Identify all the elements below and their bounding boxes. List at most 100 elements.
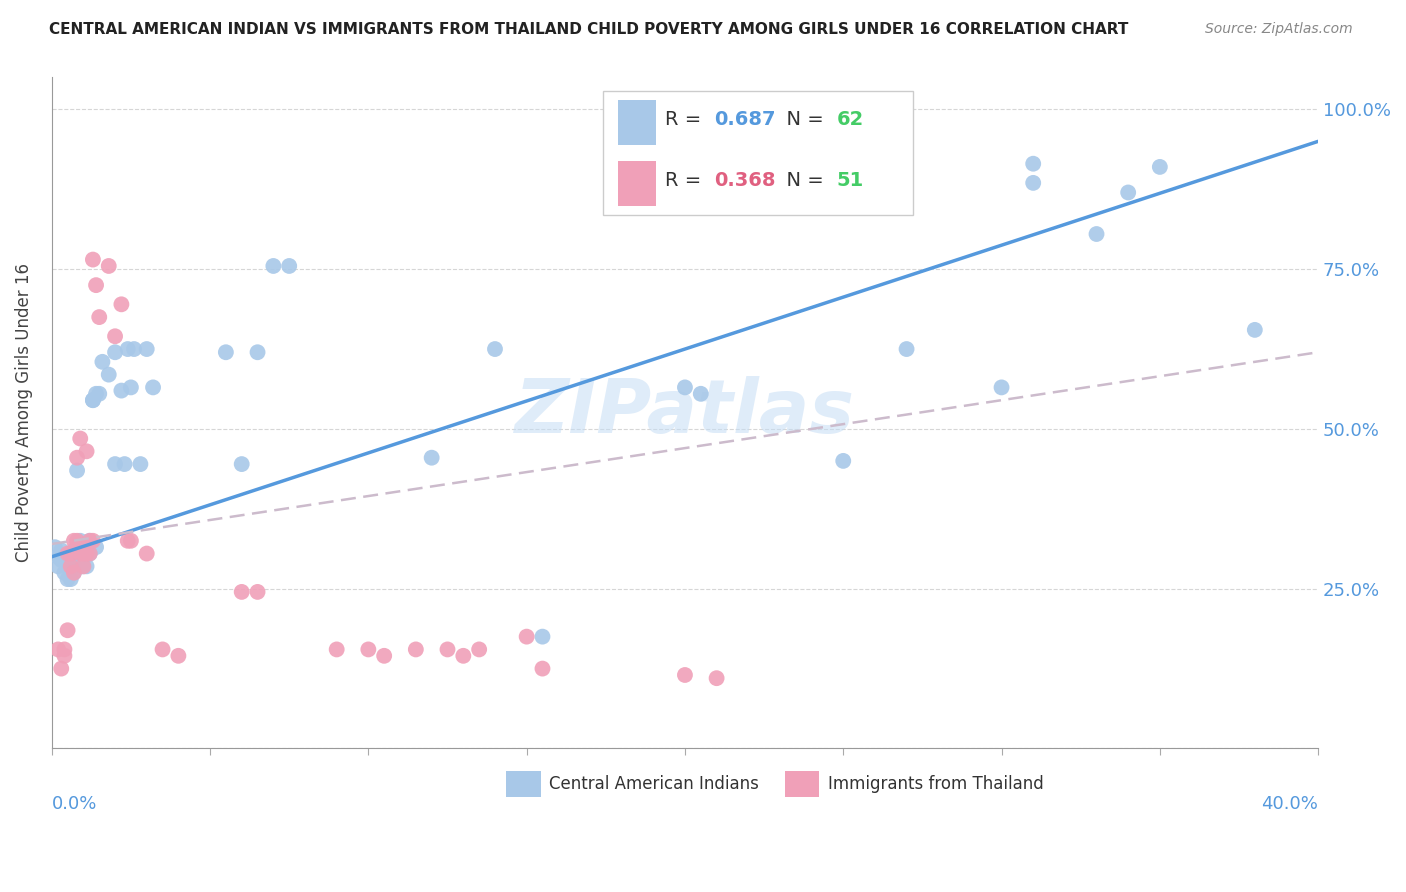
Point <box>1085 227 1108 241</box>
FancyBboxPatch shape <box>617 100 655 145</box>
Point <box>44 540 66 554</box>
Point <box>51 553 73 567</box>
Point <box>59 547 82 561</box>
Point <box>72 559 94 574</box>
Point <box>896 342 918 356</box>
Point <box>262 259 284 273</box>
Point <box>990 380 1012 394</box>
FancyBboxPatch shape <box>506 771 540 797</box>
Point <box>66 547 89 561</box>
Point <box>278 259 301 273</box>
Y-axis label: Child Poverty Among Girls Under 16: Child Poverty Among Girls Under 16 <box>15 263 32 563</box>
Point <box>832 454 855 468</box>
Point <box>142 380 165 394</box>
Point <box>53 549 76 564</box>
Text: 51: 51 <box>837 170 865 190</box>
Point <box>373 648 395 663</box>
Point <box>76 444 98 458</box>
Point <box>79 533 101 548</box>
Point <box>46 549 69 564</box>
Text: Immigrants from Thailand: Immigrants from Thailand <box>828 775 1043 793</box>
Point <box>231 457 253 471</box>
Point <box>46 559 69 574</box>
Text: 0.368: 0.368 <box>714 170 776 190</box>
Point <box>51 543 73 558</box>
Text: 0.687: 0.687 <box>714 111 776 129</box>
Point <box>72 559 94 574</box>
Point <box>89 310 111 324</box>
Text: R =: R = <box>665 111 707 129</box>
Point <box>69 533 91 548</box>
Point <box>63 533 86 548</box>
Point <box>79 547 101 561</box>
Point <box>531 662 554 676</box>
Point <box>84 278 107 293</box>
Point <box>531 630 554 644</box>
Point <box>59 572 82 586</box>
Point <box>325 642 347 657</box>
Point <box>59 559 82 574</box>
Point <box>246 585 269 599</box>
Point <box>76 559 98 574</box>
Text: N =: N = <box>773 111 830 129</box>
Point <box>706 671 728 685</box>
Point <box>129 457 152 471</box>
Point <box>53 566 76 580</box>
Point <box>215 345 238 359</box>
Point <box>1022 176 1045 190</box>
Point <box>673 380 696 394</box>
Text: 62: 62 <box>837 111 865 129</box>
Point <box>89 386 111 401</box>
Point <box>69 432 91 446</box>
Point <box>66 463 89 477</box>
Point <box>104 329 127 343</box>
Point <box>59 559 82 574</box>
Point <box>66 450 89 465</box>
Point <box>97 368 120 382</box>
Point <box>82 252 104 267</box>
Point <box>63 566 86 580</box>
Point <box>84 386 107 401</box>
Point <box>453 648 475 663</box>
Point <box>246 345 269 359</box>
Point <box>104 345 127 359</box>
Point <box>72 547 94 561</box>
Point <box>56 624 79 638</box>
Point <box>117 533 139 548</box>
Point <box>82 393 104 408</box>
Point <box>46 642 69 657</box>
Point <box>63 566 86 580</box>
Point <box>1149 160 1171 174</box>
Point <box>167 648 190 663</box>
Point <box>82 533 104 548</box>
FancyBboxPatch shape <box>617 161 655 206</box>
Point <box>84 540 107 554</box>
Text: R =: R = <box>665 170 707 190</box>
Point <box>122 342 145 356</box>
Point <box>135 342 157 356</box>
Point <box>72 547 94 561</box>
Point <box>76 540 98 554</box>
FancyBboxPatch shape <box>603 91 912 215</box>
Point <box>689 386 711 401</box>
Point <box>120 533 142 548</box>
Point <box>69 553 91 567</box>
Point <box>420 450 443 465</box>
Text: 40.0%: 40.0% <box>1261 796 1319 814</box>
Point <box>120 380 142 394</box>
Text: ZIPatlas: ZIPatlas <box>515 376 855 450</box>
Point <box>484 342 506 356</box>
Point <box>56 559 79 574</box>
Point <box>357 642 380 657</box>
Point <box>76 547 98 561</box>
Point <box>114 457 136 471</box>
Point <box>97 259 120 273</box>
Point <box>110 297 132 311</box>
Text: 0.0%: 0.0% <box>52 796 97 814</box>
Text: N =: N = <box>773 170 830 190</box>
Point <box>231 585 253 599</box>
Point <box>1116 186 1139 200</box>
Point <box>79 547 101 561</box>
Point <box>66 533 89 548</box>
Point <box>516 630 538 644</box>
